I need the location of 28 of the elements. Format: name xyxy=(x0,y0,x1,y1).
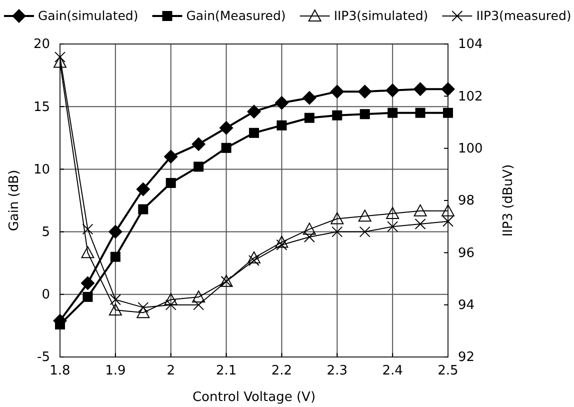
x-tick-label: 2.2 xyxy=(271,363,292,378)
x-tick-label: 1.8 xyxy=(50,363,70,378)
legend-label: Gain(Measured) xyxy=(186,8,286,23)
y-tick-label: 15 xyxy=(33,100,50,115)
y-tick-label: 20 xyxy=(33,37,50,52)
y2-tick-label: 94 xyxy=(458,298,475,313)
x-axis-title: Control Voltage (V) xyxy=(192,390,316,405)
y2-tick-label: 98 xyxy=(458,194,475,209)
y2-tick-label: 102 xyxy=(458,89,483,104)
legend-label: IIP3(measured) xyxy=(476,8,572,23)
y-axis-title: Gain (dB) xyxy=(7,170,22,232)
y2-tick-label: 96 xyxy=(458,246,475,261)
x-tick-label: 2.4 xyxy=(382,363,403,378)
y-tick-label: -5 xyxy=(37,350,50,366)
y-tick-label: 10 xyxy=(33,162,50,178)
x-tick-label: 1.9 xyxy=(105,363,126,378)
y-tick-label: 0 xyxy=(42,288,50,303)
y2-tick-label: 100 xyxy=(458,141,483,156)
x-tick-label: 2.5 xyxy=(438,363,458,378)
y2-tick-label: 104 xyxy=(458,37,483,52)
legend-label: IIP3(simulated) xyxy=(334,8,428,23)
y-tick-label: 5 xyxy=(42,224,50,240)
y2-tick-label: 92 xyxy=(458,350,475,366)
x-tick-label: 2.3 xyxy=(326,363,348,378)
legend-label: Gain(simulated) xyxy=(38,8,138,23)
x-tick-label: 2.1 xyxy=(216,363,237,378)
y2-axis-title: IIP3 (dBuV) xyxy=(501,164,516,237)
x-tick-label: 2 xyxy=(166,363,175,378)
